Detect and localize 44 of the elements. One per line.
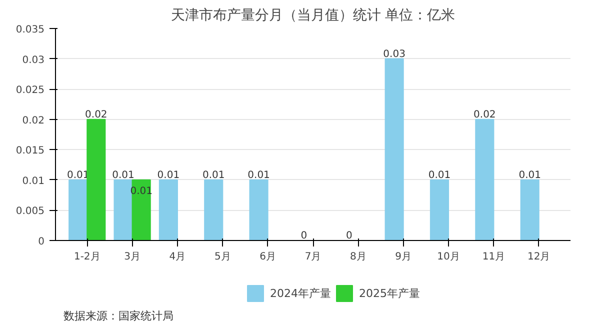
bar xyxy=(430,179,450,240)
data-label: 0.03 xyxy=(383,48,406,60)
data-label: 0.01 xyxy=(112,170,134,181)
data-label: 0.02 xyxy=(85,109,108,120)
data-label: 0.02 xyxy=(474,109,496,120)
y-tick-label: 0.015 xyxy=(16,146,45,157)
bar xyxy=(86,118,106,240)
data-label: 0.01 xyxy=(518,170,541,181)
x-tick-label: 5月 xyxy=(214,252,231,262)
x-tick-label: 8月 xyxy=(350,252,366,262)
legend-label: 2025年产量 xyxy=(359,286,420,300)
x-tick-label: 1-2月 xyxy=(74,252,100,262)
x-tick-label: 7月 xyxy=(304,252,322,262)
x-tick-label: 9月 xyxy=(395,252,412,262)
x-tick-label: 12月 xyxy=(528,252,550,262)
bar xyxy=(158,179,178,240)
y-tick-label: 0.005 xyxy=(16,206,45,218)
bar xyxy=(520,179,540,240)
y-tick-label: 0.035 xyxy=(16,24,45,36)
x-tick-label: 6月 xyxy=(260,252,276,262)
bar xyxy=(114,179,133,240)
x-tick-label: 4月 xyxy=(169,252,186,262)
y-tick-label: 0.025 xyxy=(16,85,45,96)
y-tick-label: 0.02 xyxy=(22,115,44,126)
x-tick-label: 11月 xyxy=(482,252,506,262)
data-label: 0.01 xyxy=(428,170,451,181)
bar xyxy=(204,179,224,240)
x-tick-label: 3月 xyxy=(124,252,140,262)
chart-title: 天津市布产量分月（当月值）统计 单位：亿米 xyxy=(170,8,456,24)
bar xyxy=(475,118,494,240)
data-label: 0.01 xyxy=(248,170,270,181)
y-tick-label: 0 xyxy=(38,236,45,248)
data-label: 0 xyxy=(300,230,308,242)
y-tick-label: 0.01 xyxy=(22,176,44,187)
y-tick-label: 0.03 xyxy=(22,54,44,66)
bar xyxy=(68,179,88,240)
data-label: 0.01 xyxy=(157,170,180,181)
bar xyxy=(249,179,268,240)
bar xyxy=(384,58,404,240)
x-tick-label: 10月 xyxy=(437,252,460,262)
data-label: 0 xyxy=(346,230,352,242)
data-label: 0.01 xyxy=(202,170,225,181)
legend-label: 2024年产量 xyxy=(270,286,331,300)
source-note: 数据来源：国家统计局 xyxy=(64,310,174,322)
